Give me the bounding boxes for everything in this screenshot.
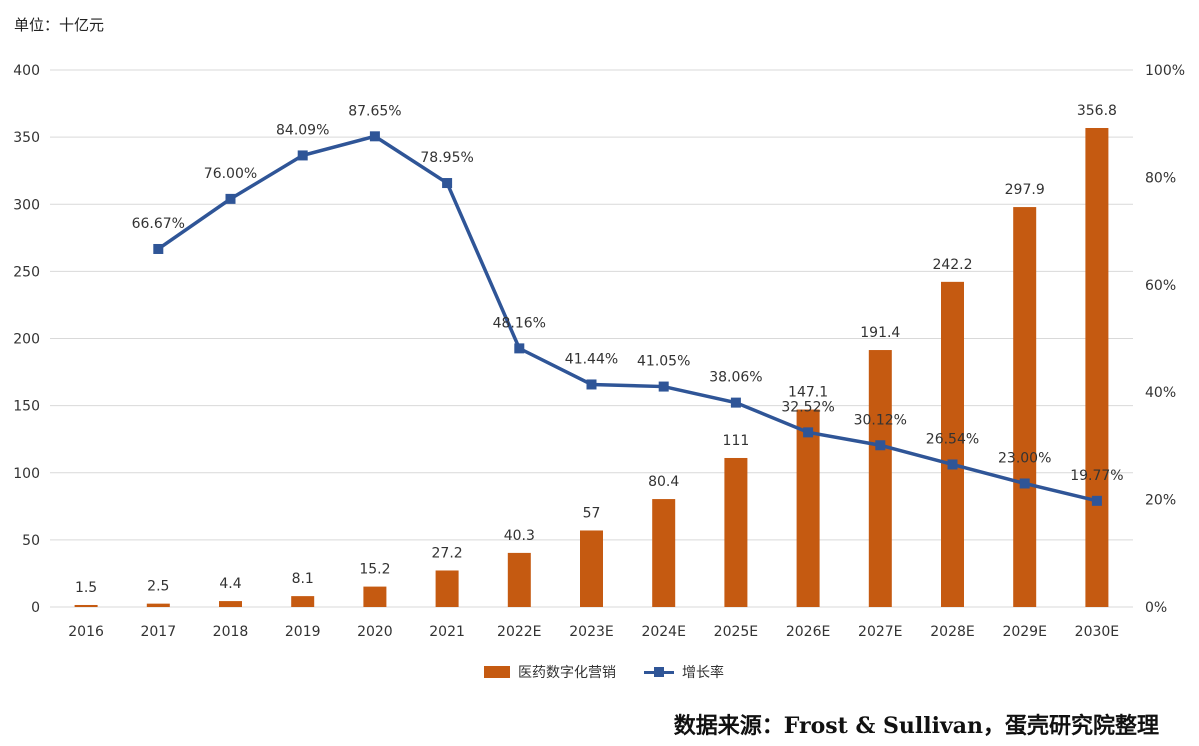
bar-value-label: 27.2	[432, 545, 463, 561]
growth-value-label: 84.09%	[276, 122, 329, 138]
y-right-tick-label: 60%	[1145, 278, 1176, 294]
legend: 医药数字化营销 增长率	[484, 662, 724, 682]
bar	[580, 530, 603, 607]
growth-value-label: 41.44%	[565, 351, 618, 367]
growth-value-label: 66.67%	[132, 216, 185, 232]
bar	[291, 596, 315, 607]
bar	[796, 409, 820, 607]
x-tick-label: 2030E	[1075, 624, 1119, 640]
y-left-tick-label: 300	[13, 197, 40, 213]
legend-bar-label: 医药数字化营销	[518, 665, 616, 681]
bar	[868, 350, 892, 607]
source-note: 数据来源：Frost & Sullivan，蛋壳研究院整理	[673, 713, 1159, 739]
y-left-tick-label: 100	[13, 466, 40, 482]
x-tick-label: 2020	[357, 624, 393, 640]
bar	[941, 281, 964, 607]
x-tick-label: 2024E	[641, 624, 685, 640]
y-right-tick-label: 80%	[1145, 170, 1176, 186]
x-tick-label: 2026E	[786, 624, 830, 640]
x-tick-label: 2029E	[1002, 624, 1046, 640]
y-left-tick-label: 0	[31, 600, 40, 616]
bar	[74, 604, 98, 607]
bar-value-label: 8.1	[292, 571, 314, 587]
legend-bar-swatch	[484, 666, 510, 678]
growth-marker	[153, 243, 164, 254]
y-left-tick-label: 350	[13, 130, 40, 146]
growth-value-label: 19.77%	[1070, 468, 1123, 484]
growth-value-label: 87.65%	[348, 103, 401, 119]
y-left-tick-label: 400	[13, 63, 40, 79]
growth-marker	[369, 131, 380, 142]
growth-value-label: 30.12%	[854, 412, 907, 428]
growth-marker	[514, 343, 525, 354]
y-right-tick-label: 40%	[1145, 385, 1176, 401]
x-tick-label: 2027E	[858, 624, 902, 640]
bar-value-label: 2.5	[147, 579, 169, 595]
growth-value-label: 41.05%	[637, 354, 690, 370]
bar-value-label: 1.5	[75, 580, 97, 596]
growth-value-label: 78.95%	[420, 150, 473, 166]
growth-value-label: 38.06%	[709, 370, 762, 386]
bar	[652, 499, 676, 607]
bar-value-label: 57	[583, 505, 601, 521]
growth-marker	[1019, 478, 1030, 489]
growth-value-label: 32.52%	[781, 399, 834, 415]
x-tick-label: 2021	[429, 624, 465, 640]
x-tick-label: 2016	[68, 624, 104, 640]
growth-line	[157, 134, 1098, 503]
growth-marker	[586, 379, 597, 390]
growth-marker	[875, 440, 886, 451]
bar	[146, 603, 170, 607]
bar	[435, 570, 459, 607]
bar-value-label: 40.3	[504, 528, 535, 544]
bar-value-label: 80.4	[648, 474, 679, 490]
bar-value-label: 15.2	[359, 562, 390, 578]
bar	[507, 552, 531, 607]
x-tick-label: 2023E	[569, 624, 613, 640]
bar-value-label: 147.1	[788, 385, 828, 401]
x-tick-label: 2019	[285, 624, 321, 640]
legend-line-swatch	[644, 666, 674, 678]
combo-chart: 0 50 100 150 200 250 300 350 400 0% 20% 40% 60% 80% 10…	[13, 63, 1185, 640]
growth-marker	[225, 193, 236, 204]
bar	[363, 586, 387, 607]
unit-label: 单位：十亿元	[14, 16, 105, 34]
x-tick-label: 2018	[213, 624, 249, 640]
y-left-tick-label: 150	[13, 399, 40, 415]
x-tick-label: 2022E	[497, 624, 541, 640]
growth-marker	[947, 459, 958, 470]
growth-marker	[803, 427, 814, 438]
y-right-tick-label: 100%	[1145, 63, 1185, 79]
bar	[724, 457, 748, 607]
y-left-tick-label: 50	[22, 533, 40, 549]
growth-marker	[730, 397, 741, 408]
x-tick-label: 2028E	[930, 624, 974, 640]
growth-marker	[297, 150, 308, 161]
growth-marker	[1091, 495, 1102, 506]
growth-value-label: 26.54%	[926, 431, 979, 447]
legend-line-label: 增长率	[682, 665, 724, 681]
y-right-tick-label: 0%	[1145, 600, 1167, 616]
bar-value-label: 4.4	[219, 576, 241, 592]
growth-marker	[442, 178, 453, 189]
growth-marker	[658, 381, 669, 392]
bar	[219, 601, 242, 607]
bar-value-label: 111	[723, 433, 750, 449]
bar-value-label: 297.9	[1005, 182, 1045, 198]
growth-value-label: 23.00%	[998, 450, 1051, 466]
growth-value-label: 76.00%	[204, 166, 257, 182]
bar-value-label: 191.4	[860, 325, 900, 341]
bar	[1085, 127, 1109, 607]
bar	[1013, 207, 1037, 607]
bar-value-label: 356.8	[1077, 103, 1117, 119]
y-left-tick-label: 200	[13, 332, 40, 348]
y-right-tick-label: 20%	[1145, 493, 1176, 509]
x-tick-label: 2025E	[714, 624, 758, 640]
growth-value-label: 48.16%	[493, 315, 546, 331]
y-left-tick-label: 250	[13, 264, 40, 280]
x-tick-label: 2017	[140, 624, 176, 640]
bar-value-label: 242.2	[932, 257, 972, 273]
